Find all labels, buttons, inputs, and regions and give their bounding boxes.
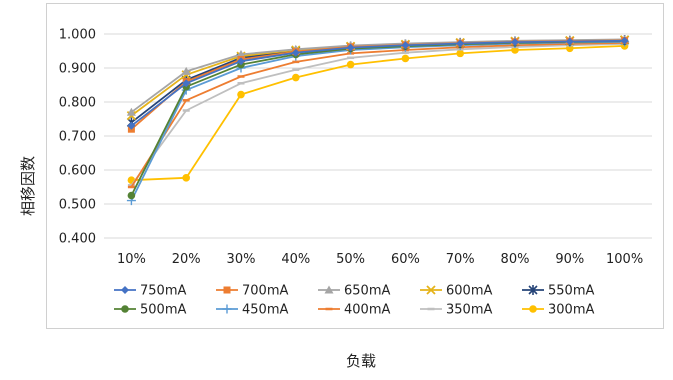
data-point — [620, 36, 629, 45]
legend-item: 600mA — [420, 284, 492, 299]
data-point — [127, 191, 136, 200]
data-point — [456, 39, 465, 48]
data-point — [127, 121, 136, 130]
data-point — [237, 90, 245, 99]
x-tick-label: 20% — [172, 252, 201, 267]
data-point — [182, 174, 190, 182]
legend-item: 450mA — [216, 303, 288, 318]
legend-marker — [222, 304, 232, 314]
legend-label: 750mA — [140, 284, 186, 299]
legend-marker — [529, 305, 537, 313]
legend-item: 700mA — [216, 284, 288, 299]
x-tick-label: 50% — [336, 252, 365, 267]
legend-label: 700mA — [242, 284, 288, 299]
legend-item: 750mA — [114, 284, 186, 299]
legend-label: 300mA — [548, 303, 594, 318]
legend-label: 600mA — [446, 284, 492, 299]
data-point — [401, 54, 410, 63]
legend-item: 300mA — [522, 303, 594, 318]
series-line — [130, 42, 625, 186]
legend-marker — [528, 285, 538, 295]
x-tick-label: 60% — [391, 252, 420, 267]
data-point — [456, 49, 465, 58]
legend-item: 400mA — [318, 303, 390, 318]
y-tick-label: 0.500 — [59, 198, 96, 213]
legend-item: 550mA — [522, 284, 594, 299]
x-tick-label: 70% — [446, 252, 475, 267]
y-tick-labels: 0.400 0.500 0.600 0.700 0.800 0.900 1.000 — [59, 28, 96, 247]
data-point — [346, 43, 355, 52]
y-tick-label: 0.600 — [59, 164, 96, 179]
data-point — [511, 38, 519, 47]
legend-marker — [426, 285, 436, 295]
data-point — [237, 57, 245, 66]
gridlines — [104, 33, 652, 239]
legend-label: 350mA — [446, 303, 492, 318]
legend-label: 400mA — [344, 303, 390, 318]
data-point — [291, 48, 300, 57]
series-750mA — [127, 36, 629, 130]
x-axis-title: 负载 — [346, 352, 376, 370]
series-line — [130, 39, 625, 127]
x-tick-label: 90% — [555, 252, 584, 267]
legend-marker — [121, 305, 129, 313]
legend-marker — [223, 286, 231, 294]
y-tick-label: 0.700 — [59, 130, 96, 145]
data-point — [346, 60, 355, 69]
series-line — [130, 38, 625, 113]
x-tick-label: 40% — [281, 252, 310, 267]
y-tick-label: 1.000 — [59, 28, 96, 43]
legend-label: 450mA — [242, 303, 288, 318]
y-tick-label: 0.800 — [59, 96, 96, 111]
y-axis-title: 相移因数 — [19, 156, 37, 216]
data-point — [401, 41, 410, 50]
legend-item: 350mA — [420, 303, 492, 318]
x-tick-label: 80% — [501, 252, 530, 267]
data-point — [181, 66, 191, 75]
series-lines — [126, 34, 630, 206]
data-point — [292, 73, 300, 82]
legend-marker — [324, 285, 334, 294]
legend-label: 650mA — [344, 284, 390, 299]
x-tick-label: 10% — [117, 252, 146, 267]
legend-marker — [121, 286, 129, 294]
data-point — [182, 79, 191, 88]
legend-item: 500mA — [114, 303, 186, 318]
data-point — [126, 107, 136, 116]
series-line — [130, 41, 625, 188]
legend: 750mA 700mA 650mA 600mA 550mA 500mA 450mA 400mA… — [114, 284, 594, 318]
data-point — [236, 49, 246, 58]
x-tick-labels: 10% 20% 30% 40% 50% 60% 70% 80% 90% 100% — [117, 252, 643, 267]
legend-label: 500mA — [140, 303, 186, 318]
legend-label: 550mA — [548, 284, 594, 299]
data-point — [565, 37, 574, 46]
y-tick-label: 0.900 — [59, 62, 96, 77]
x-tick-label: 100% — [606, 252, 643, 267]
y-tick-label: 0.400 — [59, 232, 96, 247]
legend-item: 650mA — [318, 284, 390, 299]
series-line — [131, 45, 625, 182]
x-tick-label: 30% — [227, 252, 256, 267]
